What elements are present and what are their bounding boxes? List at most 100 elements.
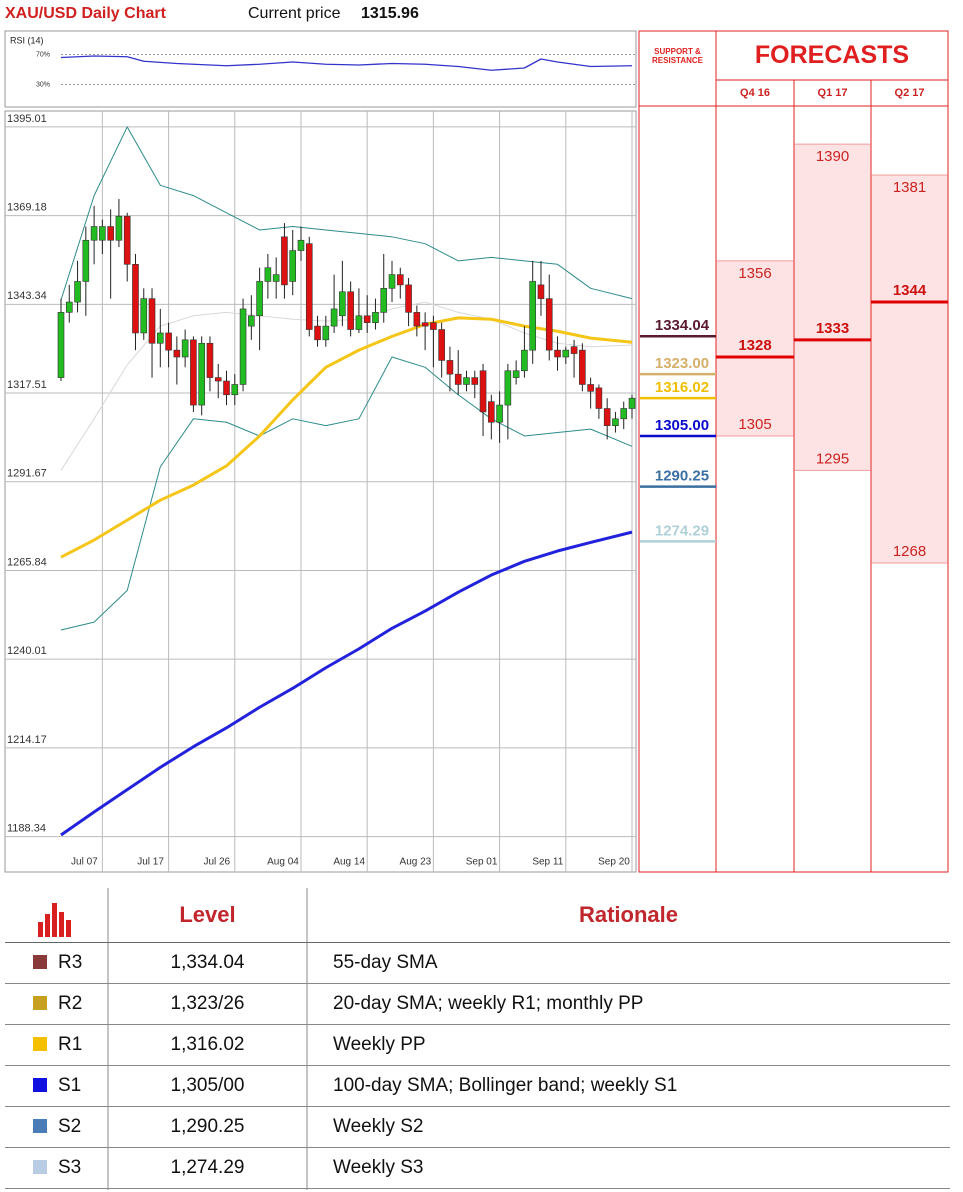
x-tick-label: Aug 23 [400,857,432,868]
y-tick-label: 1265.84 [7,556,47,568]
x-tick-label: Jul 07 [71,857,98,868]
row-border [5,1188,950,1189]
y-tick-label: 70% [36,51,50,58]
candle-body [223,380,230,396]
row-name: R1 [58,1033,83,1055]
candle-body [537,284,545,299]
candle-body [256,281,263,317]
candle-body [454,373,462,385]
candle-body [380,288,388,313]
candle-body [496,404,503,423]
row-name: S2 [58,1115,82,1137]
candle-body [587,384,594,392]
candle-body [347,291,354,330]
candle-body [355,315,363,330]
candle-body [554,349,561,358]
candle-body [488,401,495,423]
candle-body [239,308,247,385]
swatch [33,996,47,1010]
line [60,530,633,837]
candle-body [628,397,636,409]
candle-body [115,215,123,241]
candle-body [612,418,619,426]
candle-body [289,250,297,282]
candle-body [65,301,73,313]
candle-body [107,226,114,241]
row-border [5,1065,950,1066]
y-tick-label: 1395.01 [7,113,47,125]
level-label: 1274.29 [655,522,709,539]
x-tick-label: Sep 01 [466,857,498,868]
mean-label: 1328 [738,337,771,354]
swatch [33,1119,47,1133]
swatch [33,1037,47,1051]
chart-title: XAU/USD Daily Chart [5,5,166,22]
x-tick-label: Sep 11 [532,857,563,868]
candle-body [264,267,272,282]
candle-body [479,370,487,413]
candle-body [206,342,214,378]
price-frame [4,110,637,873]
candle-body [363,315,371,323]
row-rationale: Weekly S2 [333,1115,424,1137]
line [60,55,633,71]
candle-body [173,349,181,358]
candle-body [471,377,479,385]
swatch [33,955,47,969]
y-tick-label: 1240.01 [7,645,47,657]
candle-body [74,281,81,303]
candle-body [181,339,189,358]
candle-body [430,322,437,330]
candle-body [165,332,172,351]
swatch [33,1160,47,1174]
y-tick-label: 1188.34 [7,822,46,834]
row-border [5,1106,950,1107]
row-rationale: 55-day SMA [333,951,438,973]
candle-body [90,226,98,241]
candle-body [272,274,280,282]
candle-body [512,370,520,378]
row-border [5,1024,950,1025]
candle-body [438,329,445,361]
candle-body [140,298,148,334]
row-level: 1,316.02 [170,1033,245,1055]
column-label: Q4 16 [740,87,770,99]
candle-body [504,370,512,406]
y-tick-label: 1369.18 [7,202,47,214]
levels-title: SUPPORT & RESISTANCE [652,46,703,65]
high-label: 1390 [816,148,849,165]
candle-body [562,349,570,358]
x-tick-label: Sep 20 [598,857,630,868]
row-rationale: 20-day SMA; weekly R1; monthly PP [333,992,644,1014]
forecast-range [871,174,948,564]
row-level: 1,290.25 [170,1115,245,1137]
row-border [5,942,950,943]
row-name: R2 [58,992,83,1014]
candle-body [570,346,578,354]
level-label: 1290.25 [655,468,709,485]
line [60,356,633,631]
table-icon [38,903,71,937]
candle-body [413,312,421,327]
candle-body [620,408,628,420]
row-border [5,1147,950,1148]
low-label: 1295 [816,450,849,467]
forecast-range [716,260,794,437]
level-label: 1305.00 [655,417,709,434]
candle-body [148,298,156,344]
rsi-title: RSI (14) [10,35,44,45]
candle-body [214,377,222,382]
candle-body [595,387,603,409]
candle-body [82,239,90,282]
y-tick-label: 1214.17 [7,734,47,746]
line [60,316,633,559]
row-rationale: Weekly PP [333,1033,426,1055]
x-tick-label: Jul 17 [137,857,164,868]
x-tick-label: Aug 04 [267,857,299,868]
current-price: 1315.96 [361,5,419,22]
forecast-title: FORECASTS [754,41,910,69]
candle-body [463,377,470,385]
column-label: Q2 17 [895,87,925,99]
candle-body [322,325,330,341]
high-label: 1381 [893,179,926,196]
